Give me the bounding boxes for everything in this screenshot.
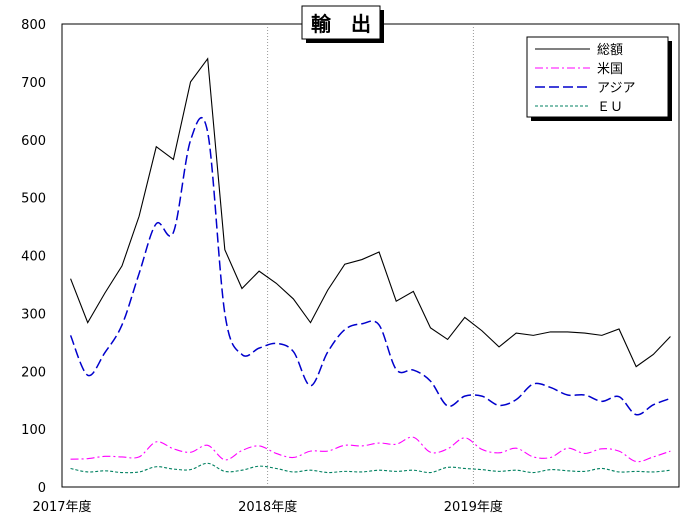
x-tick-label: 2017年度 [32, 499, 91, 515]
series-line-2 [70, 436, 671, 463]
chart-title-box: 輸 出 [301, 5, 384, 43]
series-line-1 [70, 57, 671, 368]
series-lines [69, 57, 671, 474]
series-line-3 [69, 117, 671, 416]
legend-label-1: 総額 [597, 43, 623, 58]
series-line-4 [70, 462, 671, 474]
legend-label-4: ＥＵ [597, 100, 623, 115]
x-axis-tick-labels: 2017年度 2018年度 2019年度 [32, 499, 502, 515]
y-tick-label: 600 [21, 134, 46, 149]
chart-title: 輸 出 [311, 12, 371, 36]
x-tick-label: 2019年度 [444, 499, 503, 515]
y-tick-label: 400 [21, 250, 46, 265]
x-tick-label: 2018年度 [238, 499, 297, 515]
y-tick-label: 300 [21, 307, 46, 322]
y-tick-label: 800 [21, 18, 46, 33]
y-tick-label: 500 [21, 192, 46, 207]
y-tick-label: 100 [21, 423, 46, 438]
grid-lines [267, 24, 474, 487]
y-tick-label: 700 [21, 76, 46, 91]
y-tick-label: 200 [21, 365, 46, 380]
y-tick-label: 0 [38, 481, 46, 496]
legend-label-2: 米国 [597, 62, 623, 77]
y-axis-tick-labels: 0 100 200 300 400 500 600 700 800 [21, 18, 46, 496]
legend-label-3: アジア [597, 81, 635, 96]
